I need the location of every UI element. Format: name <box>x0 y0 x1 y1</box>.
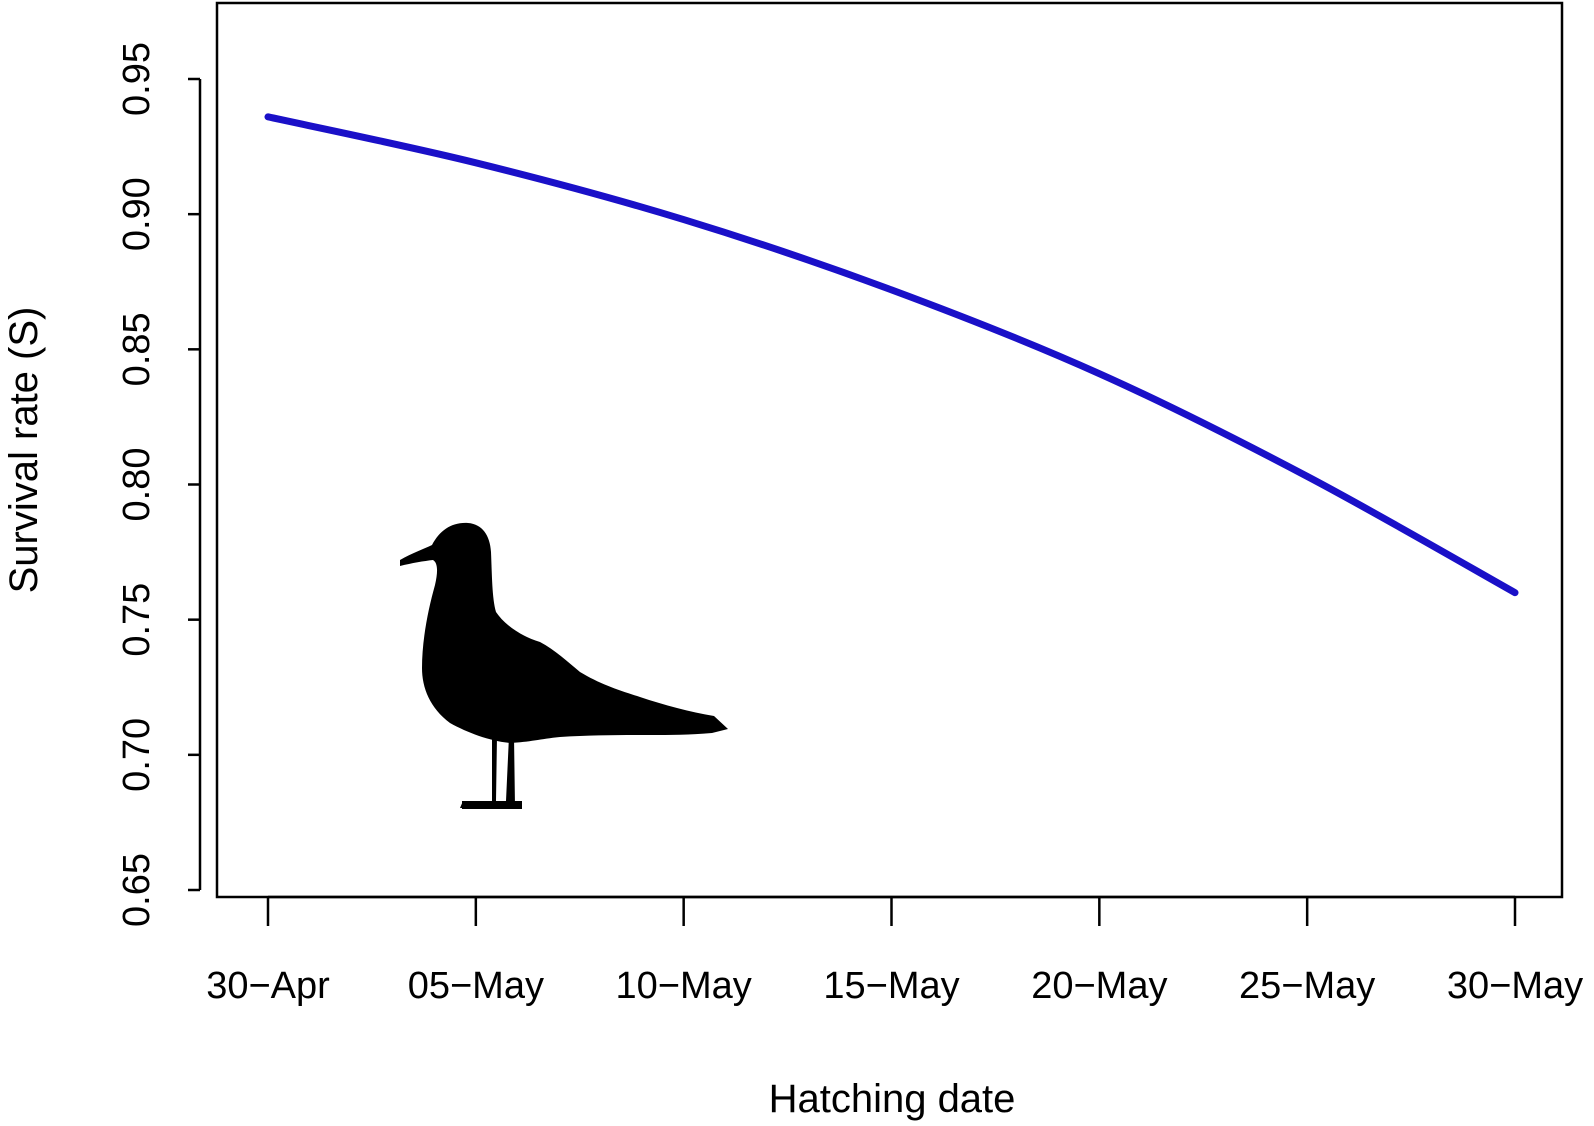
plot-frame <box>215 1 1564 899</box>
x-tick-label: 05−May <box>408 965 544 1007</box>
x-axis-title: Hatching date <box>769 1077 1016 1121</box>
y-tick-label: 0.70 <box>116 718 158 792</box>
y-tick-label: 0.65 <box>116 853 158 927</box>
x-tick-label: 30−May <box>1447 965 1583 1007</box>
y-axis: 0.65 0.70 0.75 0.80 0.85 0.90 0.95 <box>116 42 202 927</box>
y-tick-label: 0.85 <box>116 312 158 386</box>
y-tick-label: 0.95 <box>116 42 158 116</box>
y-tick-label: 0.80 <box>116 448 158 522</box>
survival-rate-curve <box>264 113 1519 597</box>
x-tick-label: 10−May <box>616 965 752 1007</box>
x-tick-label: 30−Apr <box>206 965 330 1007</box>
x-axis: 30−Apr 05−May 10−May 15−May 20−May 25−May 30−M… <box>206 895 1583 1007</box>
x-tick-label: 20−May <box>1031 965 1167 1007</box>
y-tick-label: 0.90 <box>116 177 158 251</box>
y-tick-label: 0.75 <box>116 583 158 657</box>
x-tick-label: 15−May <box>823 965 959 1007</box>
y-axis-title: Survival rate (S) <box>2 307 46 594</box>
gull-silhouette-icon <box>400 522 728 809</box>
x-tick-label: 25−May <box>1239 965 1375 1007</box>
